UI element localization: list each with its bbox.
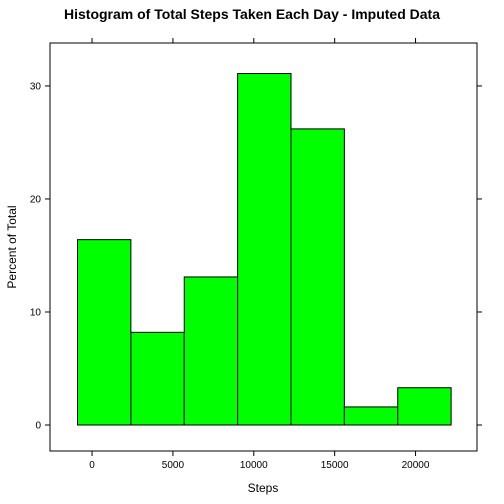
y-axis-label: Percent of Total <box>5 205 19 288</box>
histogram-bar <box>343 406 399 426</box>
y-tick-label: 20 <box>30 194 42 205</box>
x-tick-label: 20000 <box>402 460 430 471</box>
y-axis-ticks: 0 10 20 30 <box>30 81 482 432</box>
chart-title: Histogram of Total Steps Taken Each Day … <box>64 6 440 22</box>
y-tick-label: 30 <box>30 81 42 92</box>
x-tick-label: 10000 <box>240 460 268 471</box>
plot-frame <box>49 42 478 452</box>
x-tick-label: 0 <box>89 460 95 471</box>
x-axis-label: Steps <box>248 481 279 495</box>
x-axis-ticks: 0 5000 10000 15000 20000 <box>89 38 430 471</box>
histogram-bar <box>237 73 292 426</box>
y-tick-label: 10 <box>30 307 42 318</box>
histogram-bar <box>130 331 185 426</box>
histogram-bar <box>76 239 132 426</box>
x-tick-label: 15000 <box>321 460 349 471</box>
bars-group <box>76 73 452 426</box>
y-tick-label: 0 <box>35 421 41 432</box>
histogram-bar <box>397 387 452 426</box>
histogram-bar <box>290 128 345 426</box>
histogram-bar <box>183 276 239 426</box>
x-tick-label: 5000 <box>162 460 185 471</box>
